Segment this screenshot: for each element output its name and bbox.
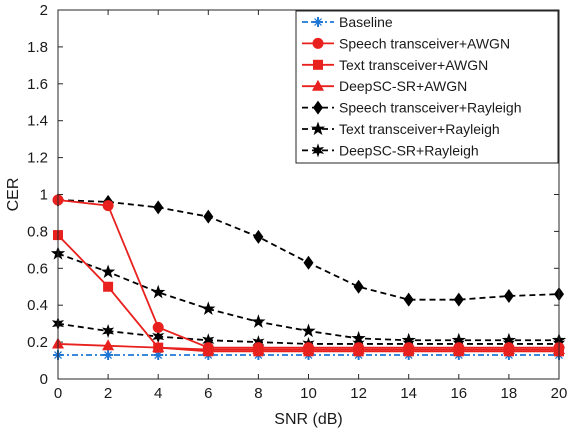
y-tick-label: 1.6 <box>27 76 48 93</box>
data-point <box>403 292 414 307</box>
data-point <box>203 209 214 224</box>
y-tick-label: 1.8 <box>27 39 48 56</box>
data-point <box>251 314 266 328</box>
data-point <box>403 342 415 354</box>
data-point <box>202 333 215 348</box>
data-point <box>201 301 216 315</box>
legend-entry: DeepSC-SR+Rayleigh <box>302 142 479 158</box>
data-series <box>50 193 567 361</box>
x-tick-label: 8 <box>254 385 262 402</box>
y-tick-label: 1.4 <box>27 113 48 130</box>
marker-stroke <box>314 18 322 26</box>
data-point <box>103 281 114 292</box>
plot-frame <box>57 9 560 380</box>
legend-label: Text transceiver+AWGN <box>339 57 488 73</box>
data-point <box>102 324 115 339</box>
legend-marker <box>312 37 324 49</box>
legend-entry: DeepSC-SR+AWGN <box>302 78 467 94</box>
legend-label: Speech transceiver+Rayleigh <box>339 100 522 116</box>
data-point <box>353 342 365 354</box>
legend-marker <box>312 79 324 91</box>
data-point <box>102 339 115 351</box>
data-point <box>202 342 214 354</box>
legend-marker <box>313 59 323 70</box>
data-point <box>353 279 364 294</box>
data-point <box>453 292 464 307</box>
x-axis-title: SNR (dB) <box>274 411 342 428</box>
y-tick-label: 0 <box>40 371 48 388</box>
x-tick-label: 20 <box>551 385 568 402</box>
y-tick-label: 2 <box>40 2 48 19</box>
legend-label: Baseline <box>339 14 393 30</box>
y-tick-label: 1 <box>40 187 48 204</box>
legend: Baseline Speech transceiver+AWGN Text tran… <box>295 10 559 164</box>
data-point <box>303 342 314 354</box>
legend-entry: Text transceiver+AWGN <box>302 57 488 73</box>
legend-entry: Baseline <box>302 14 393 30</box>
data-point <box>453 342 465 354</box>
y-tick-label: 0.2 <box>27 334 48 351</box>
x-tick-label: 10 <box>300 385 317 402</box>
x-tick-label: 18 <box>501 385 518 402</box>
y-axis-title: CER <box>5 178 22 212</box>
x-tick-label: 4 <box>154 385 162 402</box>
data-point <box>151 284 166 299</box>
data-point <box>503 288 514 303</box>
marker-stroke <box>154 351 163 359</box>
marker-stroke <box>104 351 113 359</box>
y-tick-label: 0.4 <box>27 297 48 314</box>
data-point <box>303 255 314 270</box>
data-point <box>503 342 515 354</box>
series-speech-transceiver-awgn <box>52 194 565 354</box>
legend-label: DeepSC-SR+AWGN <box>339 78 467 94</box>
y-tick-label: 0.8 <box>27 223 48 240</box>
legend-marker <box>313 100 323 115</box>
legend-box <box>295 10 559 164</box>
x-tick-label: 6 <box>204 385 212 402</box>
x-tick-label: 14 <box>400 385 417 402</box>
data-point <box>301 323 316 338</box>
y-tick-label: 0.6 <box>27 260 48 277</box>
legend-marker <box>310 121 326 136</box>
legend-label: Speech transceiver+AWGN <box>339 35 510 51</box>
legend-label: DeepSC-SR+Rayleigh <box>339 142 479 158</box>
x-tick-label: 2 <box>104 385 112 402</box>
data-point <box>152 329 165 344</box>
data-point <box>100 264 116 279</box>
legend-label: Text transceiver+Rayleigh <box>339 121 500 137</box>
legend-marker <box>313 17 323 27</box>
data-point <box>253 229 264 244</box>
y-tick-label: 1.2 <box>27 150 48 167</box>
data-point <box>252 342 264 354</box>
legend-marker <box>311 143 325 158</box>
x-tick-label: 12 <box>350 385 367 402</box>
x-tick-label: 0 <box>54 385 62 402</box>
data-point <box>153 342 164 353</box>
data-point <box>252 335 265 350</box>
data-point <box>102 200 114 212</box>
axis-ticks: 0 2 4 6 8 10 12 14 16 18 20 0 0.2 0.4 0.6 0.8 1 1.2 1.4 1.6… <box>27 2 567 402</box>
data-point <box>103 350 114 361</box>
legend-entry: Speech transceiver+Rayleigh <box>302 100 522 116</box>
x-tick-label: 16 <box>450 385 467 402</box>
legend-entry: Speech transceiver+AWGN <box>302 35 510 51</box>
data-point <box>153 200 164 215</box>
data-point <box>152 321 164 333</box>
legend-entry: Text transceiver+Rayleigh <box>302 121 500 137</box>
